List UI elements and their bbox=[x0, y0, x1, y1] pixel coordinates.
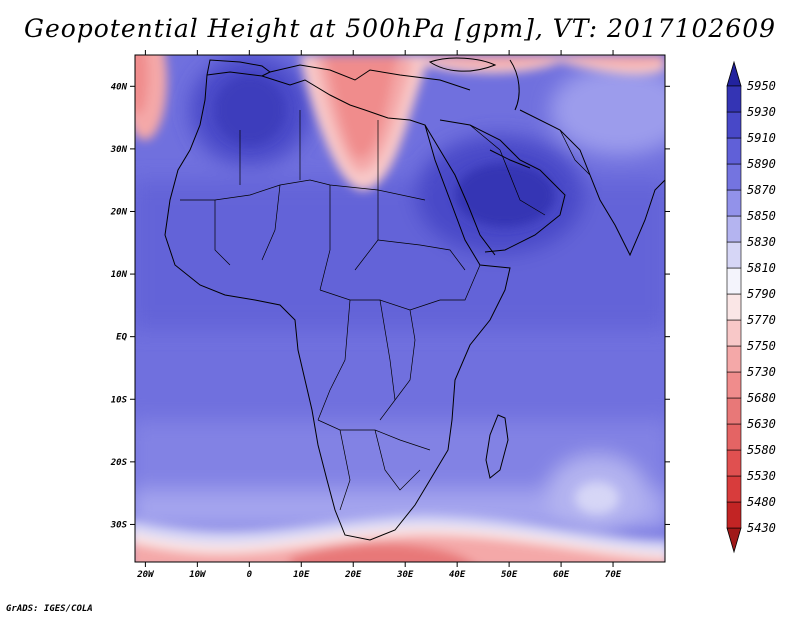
x-tick-label: 20E bbox=[344, 570, 362, 580]
chart-title: Geopotential Height at 500hPa [gpm], VT:… bbox=[23, 14, 777, 43]
border bbox=[440, 264, 481, 301]
border bbox=[214, 200, 231, 266]
height-field bbox=[135, 55, 665, 562]
border bbox=[374, 429, 421, 491]
y-tick-label: 40N bbox=[111, 82, 128, 92]
country-borders bbox=[180, 110, 591, 511]
colorbar-swatch bbox=[726, 475, 742, 503]
x-tick-label: 50E bbox=[501, 570, 518, 580]
y-tick-label: 30N bbox=[110, 145, 128, 155]
colorbar-label: 5580 bbox=[747, 443, 776, 457]
colorbar-swatch-max bbox=[726, 60, 742, 87]
y-tick-label: 10N bbox=[111, 270, 128, 280]
colorbar-label: 5750 bbox=[747, 339, 776, 353]
colorbar-label: 5850 bbox=[747, 209, 776, 223]
x-axis: 20W 10W 0 10E 20E 30E 40E 50E 60E 70E bbox=[136, 50, 622, 580]
colorbar-label: 5870 bbox=[747, 183, 776, 197]
x-tick-label: 30E bbox=[396, 570, 414, 580]
x-tick-label: 0 bbox=[247, 570, 253, 580]
y-axis: 40N 30N 20N 10N EQ 10S 20S 30S bbox=[110, 82, 670, 530]
border bbox=[317, 299, 351, 421]
colorbar-label: 5680 bbox=[747, 391, 776, 405]
africa-coastline bbox=[164, 71, 511, 541]
colorbar-swatch bbox=[726, 111, 742, 139]
india bbox=[589, 174, 665, 257]
iran bbox=[519, 109, 591, 176]
colorbar-swatch-min bbox=[726, 527, 742, 554]
y-tick-label: EQ bbox=[116, 333, 127, 343]
border bbox=[559, 129, 591, 176]
colorbar-swatch bbox=[726, 293, 742, 321]
colorbar-swatch bbox=[726, 137, 742, 165]
border bbox=[469, 124, 546, 216]
y-tick-label: 30S bbox=[110, 520, 128, 530]
border bbox=[379, 299, 396, 401]
colorbar-label: 5950 bbox=[747, 79, 776, 93]
colorbar-swatch bbox=[726, 449, 742, 477]
plot-frame bbox=[134, 54, 666, 563]
credit-label: GrADS: IGES/COLA bbox=[6, 604, 93, 614]
border bbox=[319, 185, 331, 291]
colorbar-label: 5790 bbox=[747, 287, 776, 301]
colorbar-label: 5480 bbox=[747, 495, 776, 509]
colorbar-swatch bbox=[726, 397, 742, 425]
arabian-peninsula bbox=[439, 119, 566, 253]
colorbar-swatch bbox=[726, 241, 742, 269]
colorbar-swatch bbox=[726, 423, 742, 451]
colorbar-swatch bbox=[726, 345, 742, 373]
border bbox=[377, 239, 466, 271]
x-tick-label: 20W bbox=[136, 570, 155, 580]
colorbar: 5430 5480 5530 5580 5630 5680 5730 5750 5770 5790… bbox=[726, 60, 776, 554]
colorbar-label: 5810 bbox=[747, 261, 776, 275]
colorbar-swatch bbox=[726, 501, 742, 529]
mediterranean-north bbox=[269, 64, 471, 91]
y-tick-label: 20N bbox=[110, 207, 128, 217]
colorbar-label: 5430 bbox=[747, 521, 776, 535]
colorbar-swatch bbox=[726, 371, 742, 399]
border bbox=[339, 429, 351, 511]
x-tick-label: 70E bbox=[605, 570, 622, 580]
colorbar-label: 5830 bbox=[747, 235, 776, 249]
colorbar-swatch bbox=[726, 319, 742, 347]
caspian bbox=[509, 59, 520, 111]
x-tick-label: 60E bbox=[553, 570, 570, 580]
colorbar-label: 5630 bbox=[747, 417, 776, 431]
colorbar-swatch bbox=[726, 267, 742, 295]
persian-gulf bbox=[489, 149, 531, 169]
colorbar-label: 5770 bbox=[747, 313, 776, 327]
border bbox=[261, 184, 281, 261]
x-tick-label: 10W bbox=[189, 570, 207, 580]
colorbar-label: 5930 bbox=[747, 105, 776, 119]
iberia-coastline bbox=[206, 59, 271, 77]
colorbar-label: 5530 bbox=[747, 469, 776, 483]
colorbar-swatch bbox=[726, 215, 742, 243]
x-tick-label: 40E bbox=[449, 570, 466, 580]
x-tick-label: 10E bbox=[293, 570, 310, 580]
colorbar-swatch bbox=[726, 85, 742, 113]
y-tick-label: 10S bbox=[111, 395, 128, 405]
red-sea bbox=[424, 124, 496, 256]
colorbar-swatch bbox=[726, 189, 742, 217]
colorbar-label: 5730 bbox=[747, 365, 776, 379]
colorbar-label: 5890 bbox=[747, 157, 776, 171]
y-tick-label: 20S bbox=[110, 458, 128, 468]
colorbar-label: 5910 bbox=[747, 131, 776, 145]
border bbox=[379, 309, 416, 421]
border bbox=[180, 179, 426, 201]
madagascar bbox=[485, 414, 509, 479]
black-sea bbox=[428, 57, 497, 72]
coastlines bbox=[164, 57, 665, 541]
colorbar-swatch bbox=[726, 163, 742, 191]
